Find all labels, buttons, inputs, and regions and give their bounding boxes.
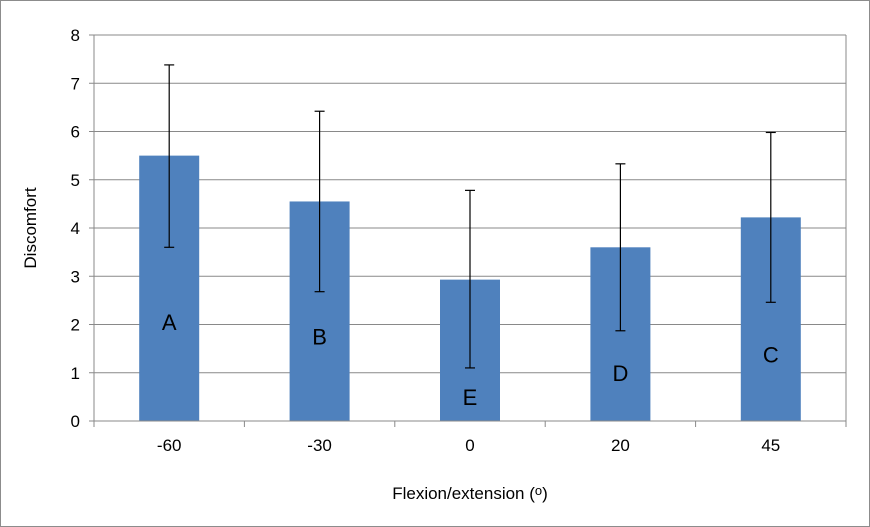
bar-letter-label: D	[612, 361, 628, 386]
y-tick-label: 3	[71, 267, 80, 286]
y-tick-label: 0	[71, 412, 80, 431]
y-tick-label: 1	[71, 364, 80, 383]
x-tick-label: -60	[157, 436, 182, 455]
x-tick-label: 20	[611, 436, 630, 455]
x-tick-label: -30	[307, 436, 332, 455]
y-tick-label: 5	[71, 171, 80, 190]
bar-letter-labels: A B E D C	[162, 310, 779, 410]
error-bars	[164, 64, 776, 369]
y-tick-label: 4	[71, 219, 80, 238]
bar-letter-label: C	[763, 342, 779, 367]
y-tick-label: 6	[71, 123, 80, 142]
bar-letter-label: B	[312, 325, 327, 350]
gridlines	[94, 34, 847, 421]
bar-letter-label: A	[162, 310, 177, 335]
bar-letter-label: E	[463, 385, 478, 410]
y-tick-label: 7	[71, 74, 80, 93]
x-tick-label: 0	[465, 436, 474, 455]
x-tick-label: 45	[761, 436, 780, 455]
y-tick-label: 2	[71, 316, 80, 335]
y-axis-label: Discomfort	[21, 187, 40, 269]
y-tick-label: 8	[71, 26, 80, 45]
x-axis-label: Flexion/extension (o)	[392, 483, 548, 503]
